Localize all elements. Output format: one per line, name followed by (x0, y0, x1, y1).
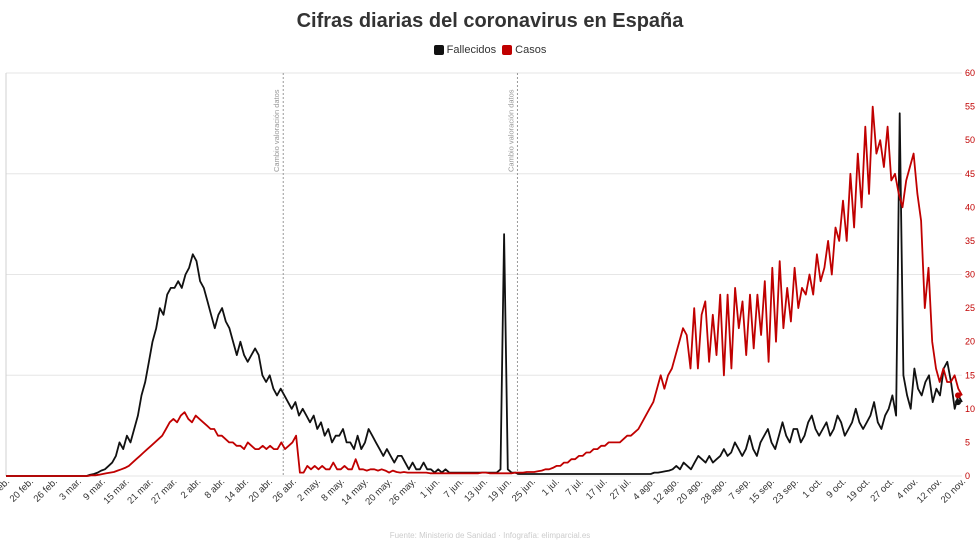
x-tick-label: 25 jun. (510, 476, 538, 504)
series-line-fallecidos (6, 112, 963, 477)
x-tick: 26 may. (387, 476, 418, 507)
x-tick: 27 mar. (149, 476, 179, 506)
x-tick: 20 nov. (939, 476, 968, 505)
x-tick-label: 27 jul. (608, 476, 634, 502)
x-tick: 20 abr. (247, 476, 275, 504)
x-tick: 26 feb. (32, 476, 60, 504)
x-tick: 1 jul. (540, 476, 562, 498)
x-tick: 17 jul. (584, 476, 610, 502)
x-tick-label: 26 feb. (32, 476, 60, 504)
x-tick: 19 jun. (486, 476, 514, 504)
series-end-point (955, 399, 961, 406)
x-tick-label: 20 abr. (247, 476, 275, 504)
x-tick-label: 19 jun. (486, 476, 514, 504)
chart-title: Cifras diarias del coronavirus en España (296, 10, 684, 32)
y-tick-label: 5 (965, 437, 970, 447)
x-tick: 14 abr. (223, 476, 251, 504)
x-tick: 13 jun. (462, 476, 490, 504)
source-note: Fuente: Ministerio de Sanidad · Infograf… (389, 531, 591, 540)
x-axis: 14 feb.20 feb.26 feb.3 mar.9 mar.15 mar.… (0, 476, 968, 507)
x-tick: 2 may. (295, 476, 322, 503)
x-tick: 26 abr. (271, 476, 299, 504)
legend-label-casos: Casos (515, 44, 547, 56)
x-tick-label: 28 ago. (699, 476, 729, 506)
y-tick-label: 60 (965, 68, 975, 78)
x-tick-label: 12 nov. (915, 476, 944, 505)
y-tick-label: 10 (965, 404, 975, 414)
x-tick-label: 15 sep. (747, 476, 777, 506)
gridlines (5, 72, 962, 477)
x-tick: 20 ago. (675, 476, 705, 506)
y-tick-label: 30 (965, 270, 975, 280)
x-tick-label: 17 jul. (584, 476, 610, 502)
x-tick-label: 20 feb. (8, 476, 36, 504)
legend-item-fallecidos[interactable]: Fallecidos (433, 44, 497, 56)
x-tick-label: 21 mar. (125, 476, 155, 506)
x-tick-label: 20 ago. (675, 476, 705, 506)
annotations: Cambio valoración datos Cambio valoración… (272, 73, 518, 476)
x-tick-label: 7 jul. (564, 476, 586, 498)
x-tick: 25 jun. (510, 476, 538, 504)
y-tick-label: 15 (965, 370, 975, 380)
x-tick-label: 2 abr. (179, 476, 204, 501)
y-tick-label: 0 (965, 471, 970, 481)
series-line-casos (6, 105, 963, 477)
x-tick: 21 mar. (125, 476, 155, 506)
y-tick-label: 40 (965, 202, 975, 212)
y-axis-right: 0 5 10 15 20 25 30 35 40 45 50 55 60 (965, 68, 975, 481)
y-tick-label: 45 (965, 169, 975, 179)
legend-swatch-fallecidos (433, 45, 444, 55)
annotation-label: Cambio valoración datos (506, 89, 515, 172)
legend-swatch-casos (502, 45, 513, 55)
x-tick: 2 abr. (179, 476, 204, 501)
series-end-point (955, 392, 961, 399)
legend-item-casos[interactable]: Casos (502, 44, 546, 56)
x-tick-label: 1 oct. (801, 476, 825, 500)
x-tick-label: 27 oct. (868, 476, 896, 504)
y-tick-label: 35 (965, 236, 975, 246)
x-tick-label: 12 ago. (651, 476, 681, 506)
legend: Fallecidos Casos (0, 44, 980, 56)
y-tick-label: 25 (965, 303, 975, 313)
x-tick: 12 nov. (915, 476, 944, 505)
x-tick-label: 1 jul. (540, 476, 562, 498)
x-tick: 23 sep. (771, 476, 801, 506)
x-tick: 27 jul. (608, 476, 634, 502)
x-tick-label: 13 jun. (462, 476, 490, 504)
x-tick-label: 15 mar. (101, 476, 131, 506)
y-tick-label: 20 (965, 337, 975, 347)
x-tick-label: 23 sep. (771, 476, 801, 506)
y-tick-label: 50 (965, 135, 975, 145)
x-tick-label: 19 oct. (845, 476, 873, 504)
x-tick: 20 feb. (8, 476, 36, 504)
x-tick-label: 26 may. (387, 476, 418, 507)
series-lines (6, 105, 963, 477)
x-tick: 15 sep. (747, 476, 777, 506)
x-tick: 19 oct. (845, 476, 873, 504)
y-tick-label: 55 (965, 102, 975, 112)
x-tick-label: 26 abr. (271, 476, 299, 504)
x-tick-label: 27 mar. (149, 476, 179, 506)
x-tick: 3 mar. (57, 476, 83, 502)
x-tick: 1 oct. (801, 476, 825, 500)
x-tick: 7 jul. (564, 476, 586, 498)
x-tick: 15 mar. (101, 476, 131, 506)
x-tick: 27 oct. (868, 476, 896, 504)
x-tick: 12 ago. (651, 476, 681, 506)
x-tick-label: 20 nov. (939, 476, 968, 505)
x-tick-label: 2 may. (295, 476, 322, 503)
annotation-label: Cambio valoración datos (272, 89, 281, 172)
x-tick: 1 jun. (418, 476, 442, 500)
x-tick: 28 ago. (699, 476, 729, 506)
x-tick-label: 3 mar. (57, 476, 83, 502)
x-tick-label: 14 abr. (223, 476, 251, 504)
legend-label-fallecidos: Fallecidos (446, 44, 497, 56)
x-tick-label: 1 jun. (418, 476, 442, 500)
